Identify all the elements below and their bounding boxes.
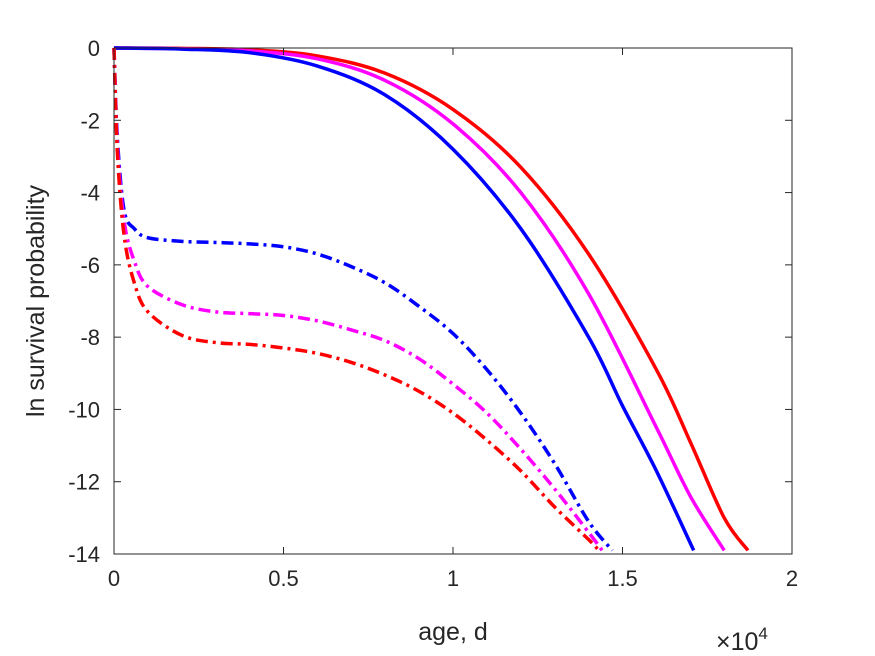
x-tick-label: 2 [786, 566, 798, 591]
series-line-dashdot-3 [112, 47, 614, 552]
y-tick-label: -6 [80, 253, 100, 278]
x-tick-label: 0.5 [268, 566, 299, 591]
y-tick-label: -8 [80, 325, 100, 350]
x-tick-label: 1 [447, 566, 459, 591]
series-line-solid-1 [113, 46, 726, 552]
y-tick-label: -10 [68, 397, 100, 422]
x-tick-label: 0 [108, 566, 120, 591]
x-axis-exponent: ×104 [716, 624, 768, 656]
series-line-solid-0 [113, 46, 750, 552]
series-layer [112, 46, 750, 552]
y-tick-label: -4 [80, 181, 100, 206]
x-axis-label: age, d [418, 618, 488, 646]
ticks-layer: 0 0.5 1 1.5 2 0 -2 -4 -6 -8 -10 -12 -14 [68, 36, 798, 591]
x-exponent-base: ×10 [716, 628, 758, 656]
series-line-dashdot-5 [112, 47, 601, 552]
series-line-dashdot-4 [112, 47, 604, 552]
y-axis-label: ln survival probability [22, 184, 50, 417]
y-tick-label: -2 [80, 108, 100, 133]
y-tick-label: -14 [68, 542, 100, 567]
y-tick-label: -12 [68, 470, 100, 495]
series-line-solid-2 [113, 46, 696, 552]
x-exponent-power: 4 [758, 624, 767, 643]
x-tick-label: 1.5 [607, 566, 638, 591]
y-tick-label: 0 [88, 36, 100, 61]
